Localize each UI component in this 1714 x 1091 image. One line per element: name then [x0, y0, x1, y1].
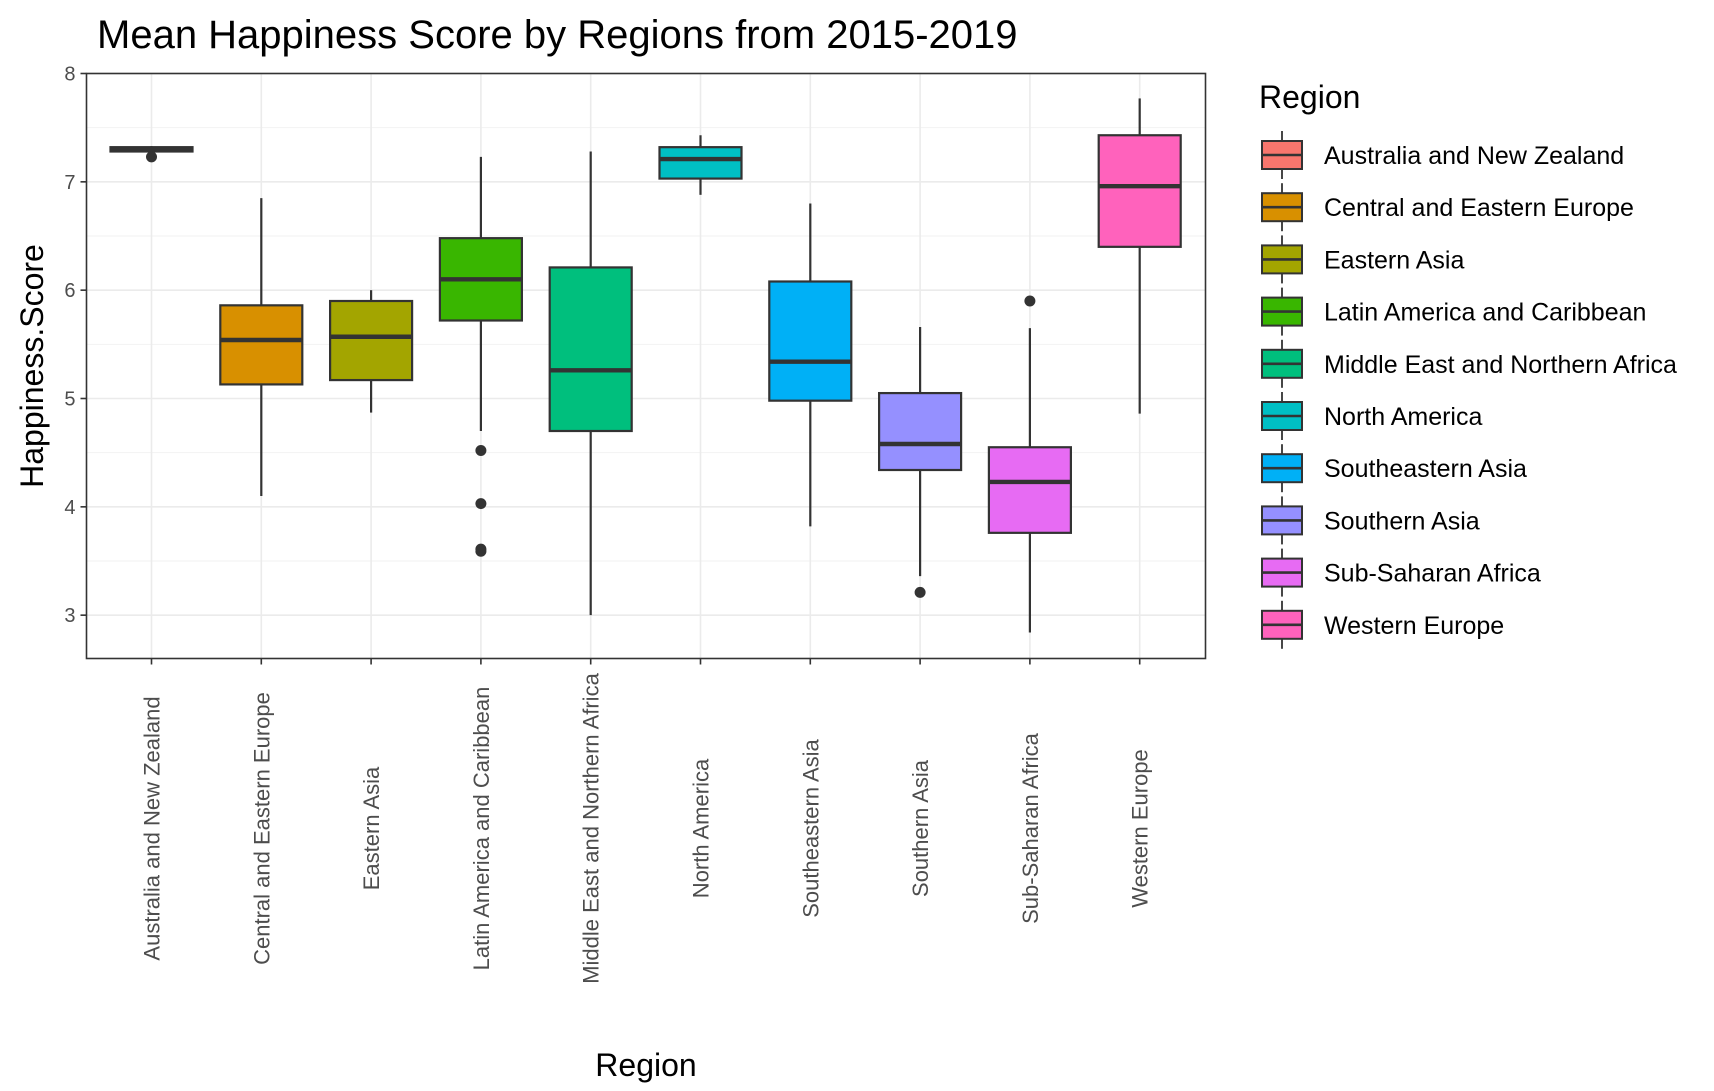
legend-label: North America	[1324, 403, 1482, 431]
box-6	[768, 203, 853, 527]
box-body	[768, 280, 853, 402]
outlier-point	[475, 445, 487, 456]
box-0	[109, 146, 194, 163]
legend-label: Central and Eastern Europe	[1324, 194, 1634, 222]
x-axis-title: Region	[595, 1047, 696, 1083]
legend-label: Middle East and Northern Africa	[1324, 351, 1677, 379]
x-tick-label: North America	[689, 758, 714, 898]
legend-label: Australia and New Zealand	[1324, 142, 1624, 170]
x-tick-label: Eastern Asia	[359, 766, 384, 890]
box-9	[1097, 98, 1182, 414]
box-2	[329, 290, 414, 413]
y-tick-label: 8	[64, 64, 75, 86]
box-body	[877, 391, 963, 472]
box-body	[219, 304, 304, 386]
outlier-point	[146, 151, 157, 163]
box-5	[658, 135, 743, 195]
y-tick-label: 7	[64, 172, 75, 194]
legend-item: Southeastern Asia	[1261, 444, 1527, 493]
x-tick-label: Western Europe	[1128, 749, 1153, 908]
x-tick-label: Southeastern Asia	[798, 738, 823, 917]
legend-label: Western Europe	[1324, 612, 1504, 640]
x-tick-label: Central and Eastern Europe	[249, 692, 274, 965]
x-tick-label: Sub-Saharan Africa	[1018, 732, 1043, 924]
y-tick-label: 3	[64, 605, 75, 627]
legend-item: Southern Asia	[1261, 496, 1480, 545]
x-tick-label: Latin America and Caribbean	[469, 687, 494, 971]
legend-item: Western Europe	[1261, 600, 1504, 649]
y-tick-label: 4	[64, 497, 75, 519]
x-tick-label: Australia and New Zealand	[140, 696, 165, 960]
legend-item: Central and Eastern Europe	[1261, 183, 1634, 232]
legend-title: Region	[1259, 79, 1360, 115]
legend-item: North America	[1261, 392, 1482, 440]
legend-item: Sub-Saharan Africa	[1261, 548, 1541, 597]
boxes	[109, 98, 1182, 633]
box-body	[548, 266, 633, 433]
x-axis: Australia and New Zealand Central and Eas…	[140, 658, 1153, 984]
box-body	[987, 446, 1073, 534]
y-tick-label: 5	[64, 389, 75, 411]
legend-label: Sub-Saharan Africa	[1324, 560, 1541, 588]
x-tick-label: Southern Asia	[908, 759, 933, 897]
outlier-point	[914, 586, 926, 598]
outlier-point	[475, 498, 487, 510]
box-3	[438, 156, 523, 557]
legend-item: Australia and New Zealand	[1261, 131, 1624, 179]
y-axis: 3 4 5 6 7 8	[64, 64, 87, 627]
box-4	[548, 151, 633, 616]
legend-item: Latin America and Caribbean	[1261, 287, 1646, 336]
y-axis-title: Happiness.Score	[14, 244, 50, 488]
outlier-point	[475, 545, 487, 557]
box-body	[1097, 134, 1182, 248]
outlier-point	[1024, 295, 1036, 307]
box-body	[658, 146, 743, 180]
box-1	[219, 198, 304, 496]
legend-label: Southeastern Asia	[1324, 455, 1527, 483]
legend-label: Latin America and Caribbean	[1324, 299, 1646, 327]
box-body	[329, 299, 414, 382]
y-tick-label: 6	[64, 280, 75, 302]
chart-title: Mean Happiness Score by Regions from 201…	[97, 13, 1018, 57]
legend-item: Middle East and Northern Africa	[1261, 339, 1677, 388]
x-tick-label: Middle East and Northern Africa	[579, 672, 604, 983]
legend: Region Australia and New Zealand Central …	[1259, 79, 1677, 649]
legend-label: Eastern Asia	[1324, 246, 1464, 274]
legend-item: Eastern Asia	[1261, 235, 1464, 284]
box-7	[877, 327, 963, 598]
plot-panel-border	[85, 72, 1207, 660]
legend-label: Southern Asia	[1324, 507, 1480, 535]
box-8	[987, 295, 1073, 633]
